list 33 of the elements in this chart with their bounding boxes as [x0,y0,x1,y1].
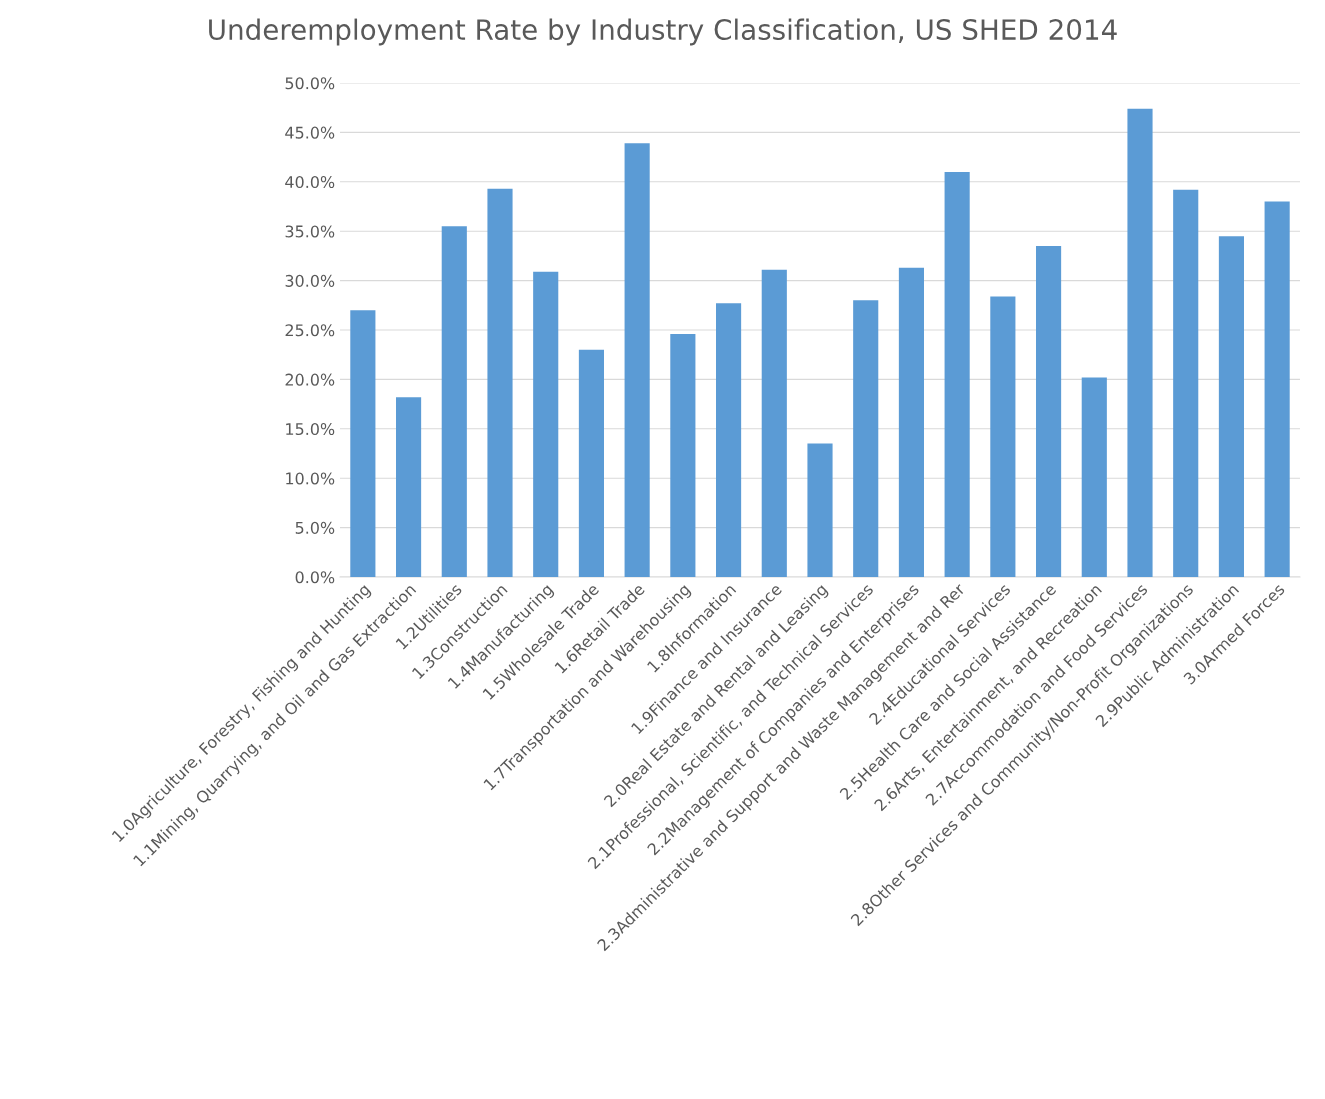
y-tick-label: 5.0% [295,521,335,534]
bar [807,443,833,577]
bar [441,226,467,577]
bar [578,349,604,577]
bar [1218,236,1244,577]
y-tick-label: 15.0% [286,423,335,436]
bar [624,143,650,577]
bar [853,300,879,577]
bar [1127,108,1153,577]
y-tick-label: 30.0% [285,274,335,287]
bar [716,303,742,577]
y-tick-label: 20.0% [285,373,335,386]
bar [944,171,970,577]
y-tick-label: 25.0% [285,324,335,337]
y-tick-label: 0.0% [295,571,335,584]
bar [1173,189,1199,577]
bar [1081,377,1107,577]
bar [1036,246,1062,577]
y-tick-label: 10.0% [286,472,335,485]
bar [350,310,376,577]
bar [898,267,924,577]
y-tick-label: 40.0% [285,176,335,189]
bar [670,333,696,577]
bar [990,296,1016,577]
y-tick-label: 35.0% [285,225,335,238]
y-tick-label: 50.0% [285,77,335,90]
y-tick-label: 45.0% [285,126,335,139]
bar [396,397,422,577]
bar [533,271,559,577]
bar [487,188,513,577]
bar [1264,201,1290,577]
bar [761,269,787,577]
chart-title: Underemployment Rate by Industry Classification, US SHED 2014 [209,18,1117,46]
